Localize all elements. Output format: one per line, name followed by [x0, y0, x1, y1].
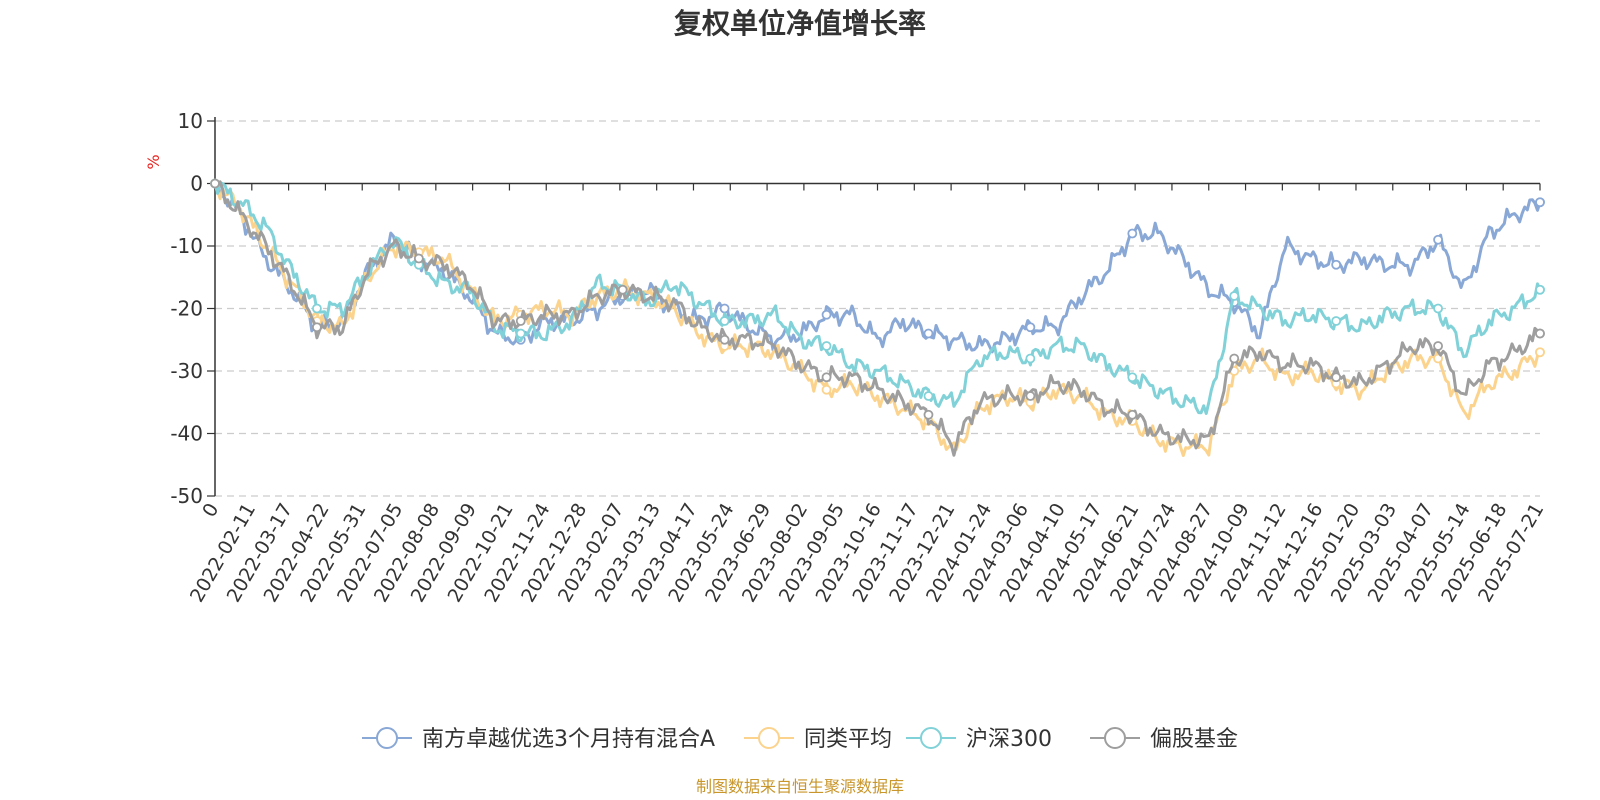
legend[interactable]: 南方卓越优选3个月持有混合A 同类平均 沪深300 偏股基金: [362, 727, 1238, 752]
y-axis-unit: %: [144, 154, 163, 169]
series-marker: [1025, 353, 1036, 364]
series-marker: [1229, 291, 1240, 301]
series-marker: [1127, 228, 1138, 239]
series-marker: [719, 316, 730, 326]
series-marker: [821, 309, 832, 320]
grid-lines: [207, 120, 1540, 497]
axes: [214, 117, 1541, 496]
series-lines: [210, 178, 1545, 457]
series-line: [213, 180, 1542, 457]
series-marker: [1127, 409, 1138, 420]
series-marker: [1025, 322, 1036, 333]
series-marker: [1535, 328, 1545, 339]
legend-marker: [376, 727, 398, 749]
series-marker: [821, 372, 832, 383]
legend-item[interactable]: 偏股基金: [1090, 727, 1238, 752]
series-marker: [1535, 284, 1545, 295]
x-tick-labels: 02022-02-112022-03-172022-04-222022-05-3…: [186, 500, 1548, 607]
series-marker: [1331, 316, 1342, 326]
series-line: [213, 181, 1542, 415]
chart-title: 复权单位净值增长率: [674, 7, 926, 40]
series-marker: [1331, 259, 1342, 270]
series-line: [213, 181, 1542, 354]
series-marker: [312, 303, 322, 314]
x-tick-label: 0: [198, 500, 223, 521]
legend-marker: [758, 727, 780, 749]
series-marker: [617, 284, 628, 295]
y-tick-label: -40: [170, 422, 203, 446]
data-source-note: 制图数据来自恒生聚源数据库: [696, 777, 904, 796]
legend-item[interactable]: 沪深300: [906, 727, 1052, 752]
y-tick-labels: 10 0 -10 -20 -30 -40 -50: [170, 109, 203, 508]
series-marker: [312, 322, 322, 333]
series-marker: [1535, 197, 1545, 208]
series-marker: [413, 253, 424, 264]
series-marker: [821, 341, 832, 351]
y-tick-label: -20: [170, 297, 203, 321]
series-marker: [719, 334, 730, 345]
y-tick-label: -50: [170, 484, 203, 508]
series-marker: [1229, 353, 1240, 364]
legend-label: 南方卓越优选3个月持有混合A: [422, 727, 715, 752]
y-tick-label: -30: [170, 359, 203, 383]
y-tick-label: 10: [178, 109, 203, 133]
legend-label: 沪深300: [966, 727, 1052, 752]
legend-item[interactable]: 同类平均: [744, 727, 892, 752]
series-marker: [1433, 353, 1443, 364]
series-marker: [1127, 372, 1138, 383]
series-marker: [210, 178, 220, 189]
series-marker: [515, 316, 526, 326]
legend-marker: [1104, 727, 1126, 749]
series-marker: [923, 391, 934, 401]
legend-label: 偏股基金: [1150, 727, 1238, 752]
series-marker: [719, 303, 730, 314]
series-marker: [1433, 341, 1443, 351]
series-marker: [1433, 303, 1443, 314]
series-marker: [923, 409, 934, 420]
legend-label: 同类平均: [804, 727, 892, 752]
y-tick-label: 0: [190, 172, 203, 196]
y-tick-label: -10: [170, 234, 203, 258]
series-marker: [1433, 234, 1443, 245]
legend-marker: [920, 727, 942, 749]
series-marker: [1331, 372, 1342, 383]
series-marker: [821, 384, 832, 395]
series-marker: [515, 328, 526, 339]
series-marker: [923, 328, 934, 339]
series-marker: [1535, 347, 1545, 358]
series-marker: [1025, 391, 1036, 401]
legend-item[interactable]: 南方卓越优选3个月持有混合A: [362, 727, 715, 752]
